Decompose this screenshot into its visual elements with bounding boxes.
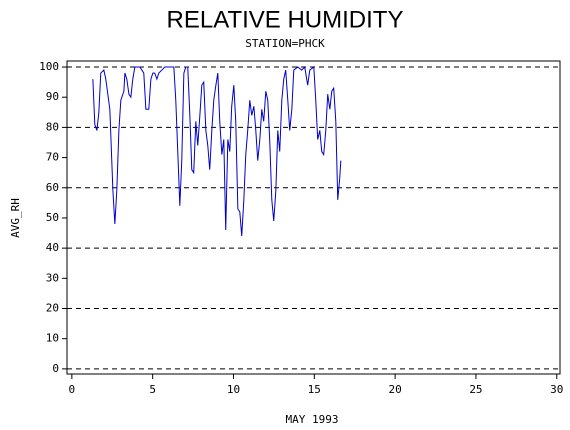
x-tick-label: 25 [469,383,482,396]
y-tick-label: 90 [46,90,59,103]
data-line [92,66,342,237]
x-tick-label: 30 [550,383,563,396]
x-axis-label: MAY 1993 [286,413,339,426]
x-tick-label: 5 [149,383,156,396]
y-tick-label: 100 [39,60,59,73]
y-tick-label: 80 [46,120,59,133]
x-tick-label: 10 [227,383,240,396]
x-tick-label: 20 [389,383,402,396]
y-tick-label: 70 [46,151,59,164]
y-tick-label: 20 [46,302,59,315]
x-tick-label: 0 [69,383,76,396]
y-axis-label: AVG_RH [9,198,22,238]
y-tick-label: 50 [46,211,59,224]
y-tick-label: 40 [46,241,59,254]
y-tick-label: 10 [46,332,59,345]
x-tick-label: 15 [308,383,321,396]
chart-title: RELATIVE HUMIDITY [167,6,404,33]
y-tick-label: 0 [52,362,59,375]
y-tick-label: 30 [46,271,59,284]
chart-subtitle: STATION=PHCK [245,37,325,50]
plot-frame [66,60,561,375]
y-tick-label: 60 [46,181,59,194]
